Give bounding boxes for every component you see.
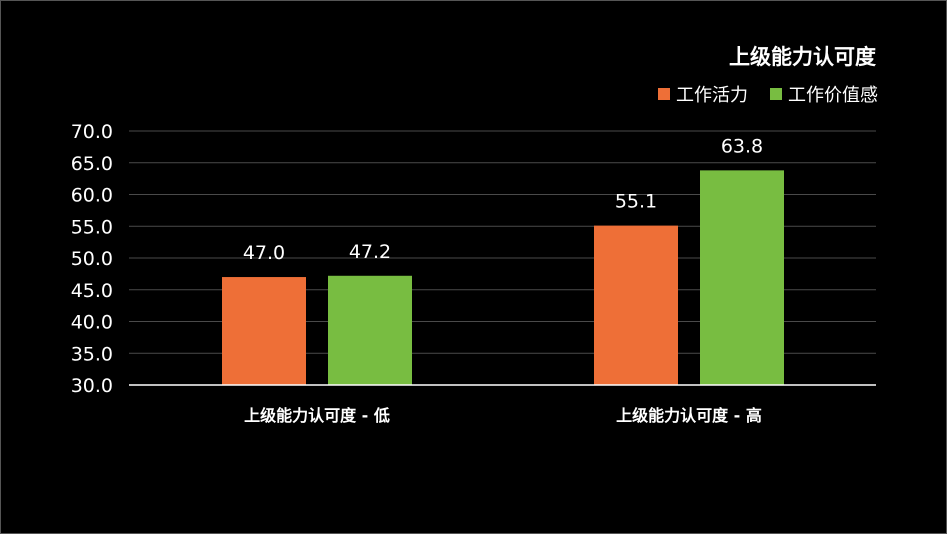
x-category-label-1: 上级能力认可度 - 高	[616, 406, 762, 425]
data-label-series-0-category-1: 55.1	[615, 191, 657, 213]
bar-series-0-category-0	[222, 277, 306, 385]
legend: 工作活力 工作价值感	[636, 81, 878, 107]
bar-series-1-category-0	[328, 275, 412, 385]
y-tick-label-6: 60.0	[71, 185, 113, 207]
y-tick-label-1: 35.0	[71, 343, 113, 365]
y-tick-label-4: 50.0	[71, 248, 113, 270]
x-category-label-0: 上级能力认可度 - 低	[244, 406, 390, 425]
bar-series-1-category-1	[700, 170, 784, 385]
data-label-series-1-category-1: 63.8	[721, 135, 763, 157]
legend-swatch-series-1	[770, 88, 782, 100]
y-tick-label-8: 70.0	[71, 121, 113, 143]
data-label-series-0-category-0: 47.0	[243, 242, 285, 264]
y-tick-label-7: 65.0	[71, 153, 113, 175]
bar-series-0-category-1	[594, 225, 678, 385]
legend-item-series-1: 工作价值感	[770, 81, 878, 107]
y-tick-label-2: 40.0	[71, 312, 113, 334]
legend-label-series-0: 工作活力	[676, 85, 748, 106]
y-tick-label-3: 45.0	[71, 280, 113, 302]
y-tick-label-5: 55.0	[71, 216, 113, 238]
legend-swatch-series-0	[658, 88, 670, 100]
data-label-series-1-category-0: 47.2	[349, 241, 391, 263]
legend-item-series-0: 工作活力	[658, 81, 748, 107]
legend-label-series-1: 工作价值感	[788, 85, 878, 106]
y-tick-label-0: 30.0	[71, 375, 113, 397]
chart-title: 上级能力认可度	[729, 45, 876, 69]
